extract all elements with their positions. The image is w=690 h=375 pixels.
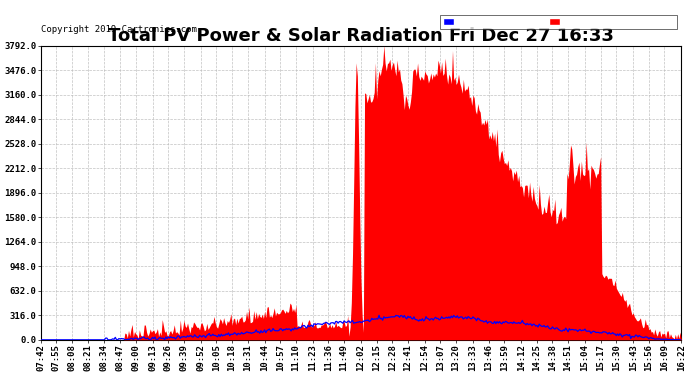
Legend: Radiation  (w/m2), PV Panels  (DC Watts): Radiation (w/m2), PV Panels (DC Watts) [440, 15, 677, 29]
Title: Total PV Power & Solar Radiation Fri Dec 27 16:33: Total PV Power & Solar Radiation Fri Dec… [108, 27, 614, 45]
Text: Copyright 2019 Cartronics.com: Copyright 2019 Cartronics.com [41, 25, 197, 34]
